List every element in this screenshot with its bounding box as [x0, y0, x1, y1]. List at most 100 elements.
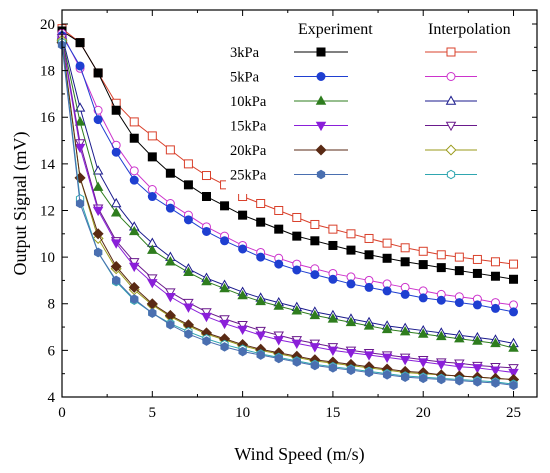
experiment-point-3kpa — [75, 38, 85, 48]
experiment-point-3kpa — [111, 105, 121, 115]
experiment-point-25kpa — [491, 378, 500, 388]
data-layer — [56, 24, 520, 391]
experiment-point-25kpa — [437, 374, 446, 385]
y-tick-label: 8 — [48, 297, 56, 313]
series-5kpa-experiment — [57, 31, 519, 317]
interpolation-point-3kpa — [256, 199, 266, 208]
experiment-point-25kpa — [473, 377, 482, 387]
experiment-point-5kpa — [220, 236, 230, 246]
experiment-point-15kpa — [255, 331, 266, 341]
experiment-point-3kpa — [220, 201, 230, 211]
experiment-point-5kpa — [310, 270, 320, 280]
experiment-point-3kpa — [418, 260, 428, 270]
experiment-point-10kpa — [327, 313, 339, 323]
experiment-point-3kpa — [400, 257, 410, 267]
experiment-point-15kpa — [183, 303, 194, 313]
experiment-point-3kpa — [274, 224, 284, 234]
experiment-point-5kpa — [183, 215, 193, 225]
interpolation-point-15kpa — [237, 321, 248, 331]
interpolation-point-15kpa — [147, 274, 158, 284]
series-25kpa-experiment — [57, 40, 518, 391]
experiment-point-10kpa — [381, 323, 393, 334]
experiment-point-25kpa — [328, 363, 338, 373]
legend-background — [226, 16, 532, 194]
experiment-point-25kpa — [346, 365, 356, 375]
experiment-point-10kpa — [508, 342, 519, 352]
legend-label-5kpa: 5kPa — [230, 70, 260, 86]
experiment-point-25kpa — [455, 375, 464, 386]
experiment-point-3kpa — [129, 133, 139, 143]
experiment-point-3kpa — [292, 231, 302, 241]
experiment-point-15kpa — [74, 143, 86, 154]
y-tick-label: 6 — [48, 343, 56, 359]
y-tick-label: 18 — [40, 64, 55, 80]
experiment-point-25kpa — [274, 353, 283, 364]
x-tick-label: 20 — [416, 405, 431, 421]
experiment-point-25kpa — [75, 198, 85, 209]
experiment-point-10kpa — [219, 282, 230, 293]
interpolation-point-5kpa — [129, 166, 139, 176]
experiment-point-3kpa — [310, 236, 320, 246]
experiment-point-5kpa — [328, 274, 338, 284]
legend-label-20kpa: 20kPa — [230, 143, 267, 159]
experiment-point-10kpa — [399, 326, 411, 336]
interpolation-point-3kpa — [346, 229, 356, 239]
experiment-point-10kpa — [309, 309, 321, 320]
experiment-point-15kpa — [201, 312, 212, 323]
experiment-point-15kpa — [363, 351, 375, 361]
experiment-point-25kpa — [382, 370, 392, 380]
legend-marker-experiment-10kpa — [315, 95, 327, 105]
legend-marker-experiment-3kpa — [316, 47, 326, 57]
interpolation-point-3kpa — [382, 238, 392, 248]
series-10kpa-experiment — [56, 32, 519, 352]
experiment-point-15kpa — [345, 349, 357, 359]
experiment-point-5kpa — [147, 192, 157, 202]
experiment-point-3kpa — [183, 180, 193, 190]
experiment-point-5kpa — [201, 226, 211, 236]
interpolation-point-3kpa — [292, 212, 302, 222]
experiment-point-10kpa — [74, 116, 86, 126]
experiment-point-10kpa — [273, 300, 284, 310]
experiment-point-3kpa — [509, 274, 519, 284]
experiment-point-5kpa — [382, 286, 392, 296]
experiment-point-25kpa — [220, 342, 229, 352]
legend-marker-interpolation-3kpa — [446, 47, 456, 57]
experiment-point-3kpa — [364, 250, 374, 260]
interpolation-point-3kpa — [418, 246, 428, 256]
interpolation-point-3kpa — [436, 250, 446, 260]
experiment-point-10kpa — [363, 320, 375, 330]
experiment-point-10kpa — [255, 295, 266, 306]
interpolation-point-15kpa — [508, 364, 519, 374]
experiment-point-25kpa — [148, 308, 157, 318]
interpolation-point-3kpa — [472, 254, 482, 264]
experiment-point-15kpa — [92, 206, 104, 217]
experiment-point-25kpa — [256, 350, 265, 360]
y-tick-label: 14 — [40, 157, 56, 173]
experiment-point-5kpa — [111, 147, 121, 157]
experiment-point-5kpa — [256, 252, 266, 262]
interpolation-point-15kpa — [183, 298, 194, 309]
series-3kpa-experiment — [57, 26, 519, 284]
interpolation-point-3kpa — [310, 219, 320, 229]
experiment-point-5kpa — [93, 115, 103, 125]
x-tick-label: 25 — [506, 405, 521, 421]
y-axis-label: Output Signal (mV) — [10, 132, 31, 276]
interpolation-point-3kpa — [147, 131, 157, 141]
legend-label-3kpa: 3kPa — [230, 45, 260, 61]
experiment-point-5kpa — [292, 265, 302, 275]
legend-label-15kpa: 15kPa — [230, 119, 267, 135]
experiment-point-5kpa — [454, 298, 464, 308]
interpolation-point-3kpa — [454, 252, 464, 262]
experiment-point-20kpa — [92, 228, 104, 240]
experiment-point-10kpa — [201, 275, 212, 286]
experiment-point-5kpa — [238, 244, 248, 254]
experiment-point-10kpa — [147, 244, 158, 254]
legend-marker-experiment-5kpa — [316, 72, 326, 81]
experiment-point-25kpa — [310, 360, 319, 371]
experiment-point-3kpa — [490, 271, 500, 281]
interpolation-point-3kpa — [328, 224, 338, 234]
experiment-point-3kpa — [165, 168, 175, 178]
experiment-point-3kpa — [382, 253, 392, 263]
interpolation-point-3kpa — [129, 117, 139, 127]
